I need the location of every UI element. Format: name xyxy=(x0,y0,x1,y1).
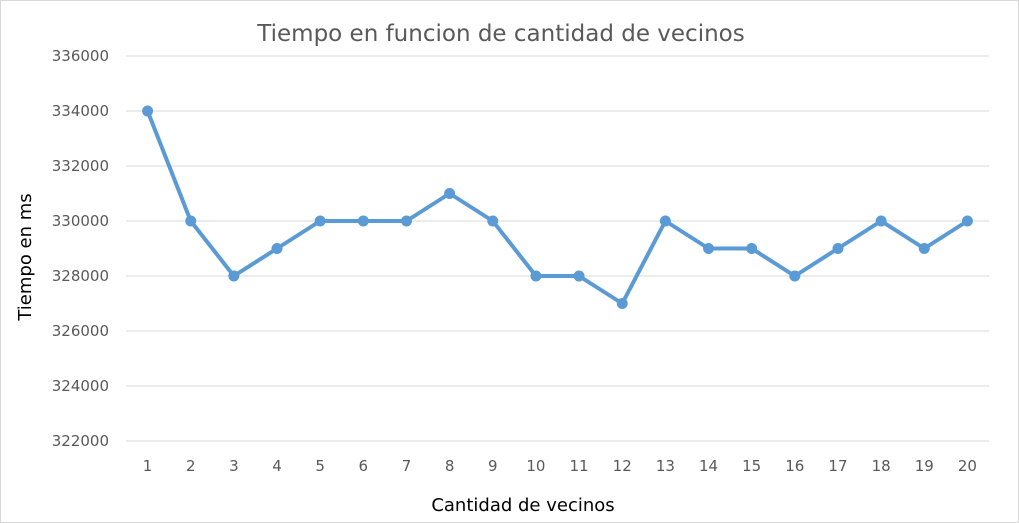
gridlines xyxy=(126,55,989,442)
y-tick-label: 326000 xyxy=(52,322,109,340)
data-point xyxy=(357,215,369,227)
data-point xyxy=(746,243,758,254)
y-tick-label: 330000 xyxy=(52,212,109,230)
data-point xyxy=(530,270,542,282)
x-axis-title: Cantidad de vecinos xyxy=(431,495,614,516)
y-tick-label: 328000 xyxy=(52,267,109,285)
x-tick-label: 14 xyxy=(699,457,718,475)
data-point xyxy=(659,215,671,227)
data-point xyxy=(961,215,973,227)
data-point xyxy=(918,243,930,254)
x-tick-label: 16 xyxy=(785,457,804,475)
data-point xyxy=(228,270,240,282)
x-axis-ticks: 1 2 3 4 5 6 7 8 9 10 11 12 13 14 15 16 17 18 19 20 xyxy=(143,457,977,475)
y-tick-label: 332000 xyxy=(52,157,109,175)
data-point xyxy=(616,298,628,309)
data-point xyxy=(400,215,412,227)
x-tick-label: 2 xyxy=(186,457,196,475)
x-tick-label: 6 xyxy=(359,457,369,475)
data-point xyxy=(703,243,715,254)
y-tick-label: 324000 xyxy=(52,377,109,395)
series-line xyxy=(145,109,970,306)
y-tick-label: 322000 xyxy=(52,432,109,450)
x-tick-label: 13 xyxy=(656,457,675,475)
x-tick-label: 9 xyxy=(488,457,498,475)
data-point xyxy=(185,215,197,227)
data-point xyxy=(487,215,499,227)
data-point xyxy=(271,243,283,254)
x-tick-label: 4 xyxy=(272,457,282,475)
y-tick-label: 336000 xyxy=(52,47,109,65)
x-tick-label: 10 xyxy=(526,457,545,475)
data-point xyxy=(314,215,326,227)
series-layer xyxy=(142,105,973,309)
y-axis-ticks: 322000 324000 326000 328000 330000 332000 3340… xyxy=(52,47,109,450)
y-tick-label: 334000 xyxy=(52,102,109,120)
x-tick-label: 19 xyxy=(915,457,934,475)
x-tick-label: 1 xyxy=(143,457,153,475)
x-tick-label: 18 xyxy=(872,457,891,475)
y-axis-title: Tiempo en ms xyxy=(15,193,36,321)
x-tick-label: 12 xyxy=(613,457,632,475)
data-point xyxy=(573,270,585,282)
x-tick-label: 11 xyxy=(570,457,589,475)
data-point xyxy=(142,105,154,117)
x-tick-label: 20 xyxy=(958,457,977,475)
data-point xyxy=(875,215,887,227)
data-point xyxy=(789,270,801,282)
x-tick-label: 8 xyxy=(445,457,455,475)
x-tick-label: 5 xyxy=(315,457,325,475)
x-tick-label: 17 xyxy=(828,457,847,475)
x-tick-label: 3 xyxy=(229,457,239,475)
chart-title: Tiempo en funcion de cantidad de vecinos xyxy=(256,21,744,47)
data-point xyxy=(832,243,844,254)
data-point xyxy=(444,188,456,199)
x-tick-label: 15 xyxy=(742,457,761,475)
x-tick-label: 7 xyxy=(402,457,412,475)
